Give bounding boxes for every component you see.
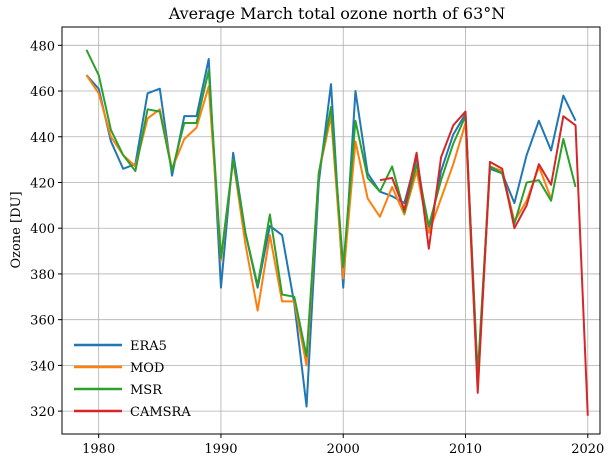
- y-tick-label: 460: [30, 85, 55, 100]
- x-tick-label: 2020: [571, 442, 604, 455]
- y-tick-label: 320: [30, 405, 55, 420]
- x-tick-label: 1990: [204, 442, 237, 455]
- legend-label: CAMSRA: [130, 405, 191, 420]
- x-tick-label: 2000: [327, 442, 360, 455]
- y-tick-label: 400: [30, 222, 55, 237]
- legend-label: MOD: [130, 361, 164, 376]
- y-axis-label: Ozone [DU]: [9, 191, 24, 268]
- x-tick-label: 1980: [82, 442, 115, 455]
- chart-title: Average March total ozone north of 63°N: [168, 4, 506, 23]
- plot-frame: [61, 26, 601, 435]
- y-tick-label: 360: [30, 314, 55, 329]
- y-tick-label: 340: [30, 359, 55, 374]
- y-tick-label: 380: [30, 268, 55, 283]
- legend-label: MSR: [130, 383, 163, 398]
- y-tick-label: 420: [30, 176, 55, 191]
- y-tick-label: 480: [30, 39, 55, 54]
- legend-label: ERA5: [130, 339, 167, 354]
- series-line: [85, 49, 577, 376]
- y-tick-label: 440: [30, 131, 55, 146]
- series-line: [379, 110, 589, 416]
- x-tick-label: 2010: [449, 442, 482, 455]
